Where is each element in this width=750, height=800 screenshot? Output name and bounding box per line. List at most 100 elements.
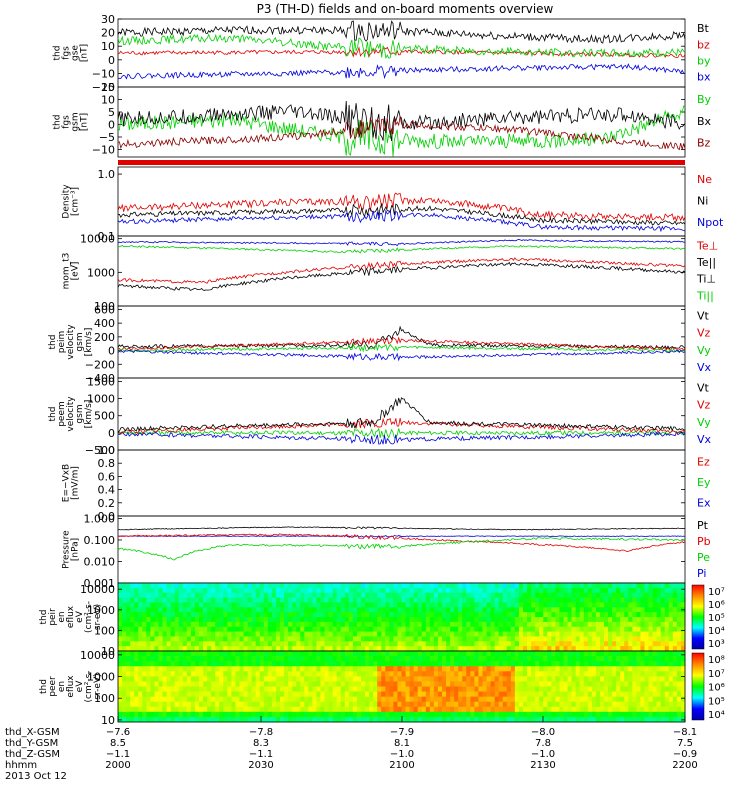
- heatmap-cell: [134, 636, 139, 642]
- heatmap-cell: [583, 696, 589, 703]
- heatmap-cell: [506, 636, 512, 642]
- y-tick-label: 0.010: [84, 555, 116, 568]
- heatmap-cell: [551, 716, 556, 723]
- heatmap-cell: [174, 686, 180, 693]
- heatmap-cell: [591, 651, 597, 657]
- heatmap-cell: [170, 646, 176, 652]
- heatmap-cell: [239, 676, 245, 682]
- heatmap-cell: [235, 686, 240, 693]
- heatmap-cell: [275, 661, 281, 667]
- y-tick-label: 1000: [87, 671, 115, 684]
- heatmap-cell: [510, 587, 516, 594]
- heatmap-cell: [215, 651, 220, 657]
- heatmap-cell: [361, 691, 366, 698]
- heatmap-cell: [539, 592, 544, 599]
- heatmap-cell: [356, 681, 362, 687]
- heatmap-cell: [579, 706, 585, 713]
- heatmap-cell: [498, 641, 504, 647]
- heatmap-cell: [231, 607, 236, 613]
- heatmap-cell: [559, 671, 564, 677]
- heatmap-cell: [381, 592, 386, 599]
- heatmap-cell: [348, 602, 354, 608]
- heatmap-cell: [348, 651, 354, 657]
- heatmap-cell: [429, 706, 435, 713]
- heatmap-cell: [178, 621, 184, 628]
- heatmap-cell: [142, 666, 147, 672]
- heatmap-cell: [656, 686, 662, 693]
- heatmap-cell: [332, 681, 338, 687]
- heatmap-cell: [243, 676, 249, 682]
- heatmap-cell: [292, 676, 297, 682]
- legend-entry: Ne: [697, 173, 712, 186]
- heatmap-cell: [348, 686, 354, 693]
- heatmap-cell: [409, 602, 415, 608]
- heatmap-cell: [486, 656, 492, 662]
- heatmap-cell: [608, 602, 613, 608]
- heatmap-cell: [122, 602, 127, 608]
- heatmap-cell: [280, 661, 285, 667]
- heatmap-cell: [207, 602, 212, 608]
- heatmap-cell: [304, 626, 309, 633]
- heatmap-cell: [166, 716, 172, 723]
- heatmap-cell: [336, 686, 342, 693]
- heatmap-cell: [466, 607, 471, 613]
- heatmap-cell: [539, 696, 544, 703]
- heatmap-cell: [559, 597, 564, 603]
- heatmap-cell: [142, 671, 147, 677]
- heatmap-cell: [385, 676, 390, 682]
- heatmap-cell: [421, 681, 427, 687]
- heatmap-cell: [527, 592, 532, 599]
- heatmap-cell: [340, 716, 346, 723]
- heatmap-cell: [146, 666, 151, 672]
- heatmap-cell: [486, 587, 492, 594]
- heatmap-cell: [583, 691, 589, 698]
- heatmap-cell: [652, 631, 658, 637]
- heatmap-cell: [620, 592, 625, 599]
- heatmap-cell: [267, 651, 273, 657]
- heatmap-cell: [178, 597, 184, 603]
- heatmap-cell: [174, 671, 180, 677]
- heatmap-cell: [239, 597, 245, 603]
- heatmap-cell: [239, 626, 245, 633]
- heatmap-cell: [239, 711, 245, 718]
- heatmap-cell: [235, 607, 240, 613]
- heatmap-cell: [514, 617, 520, 623]
- heatmap-cell: [174, 706, 180, 713]
- heatmap-cell: [490, 621, 496, 628]
- heatmap-cell: [498, 661, 504, 667]
- heatmap-cell: [668, 711, 674, 718]
- y-axis-label-line: E=−VxB: [62, 464, 72, 502]
- heatmap-cell: [178, 617, 184, 623]
- heatmap-cell: [239, 691, 245, 698]
- heatmap-cell: [304, 651, 309, 657]
- heatmap-cell: [247, 597, 253, 603]
- heatmap-cell: [255, 607, 261, 613]
- colorbar-label: 10⁵: [708, 696, 725, 707]
- heatmap-cell: [207, 656, 212, 662]
- heatmap-cell: [324, 612, 330, 618]
- heatmap-cell: [591, 676, 597, 682]
- series-line: [117, 537, 685, 561]
- heatmap-cell: [672, 621, 678, 628]
- heatmap-cell: [543, 701, 548, 708]
- heatmap-cell: [255, 676, 261, 682]
- heatmap-cell: [462, 597, 467, 603]
- heatmap-cell: [583, 686, 589, 693]
- heatmap-cell: [514, 612, 520, 618]
- heatmap-cell: [324, 661, 330, 667]
- heatmap-cell: [348, 666, 354, 672]
- heatmap-cell: [433, 666, 439, 672]
- heatmap-cell: [595, 631, 601, 637]
- heatmap-cell: [158, 626, 164, 633]
- heatmap-cell: [397, 607, 402, 613]
- heatmap-cell: [498, 666, 504, 672]
- heatmap-cell: [170, 636, 176, 642]
- heatmap-cell: [474, 701, 479, 708]
- heatmap-cell: [186, 706, 192, 713]
- heatmap-cell: [494, 696, 500, 703]
- heatmap-cell: [490, 607, 496, 613]
- y-tick-label: 1000: [87, 266, 115, 279]
- heatmap-cell: [296, 646, 301, 652]
- heatmap-cell: [676, 656, 682, 662]
- heatmap-cell: [664, 621, 670, 628]
